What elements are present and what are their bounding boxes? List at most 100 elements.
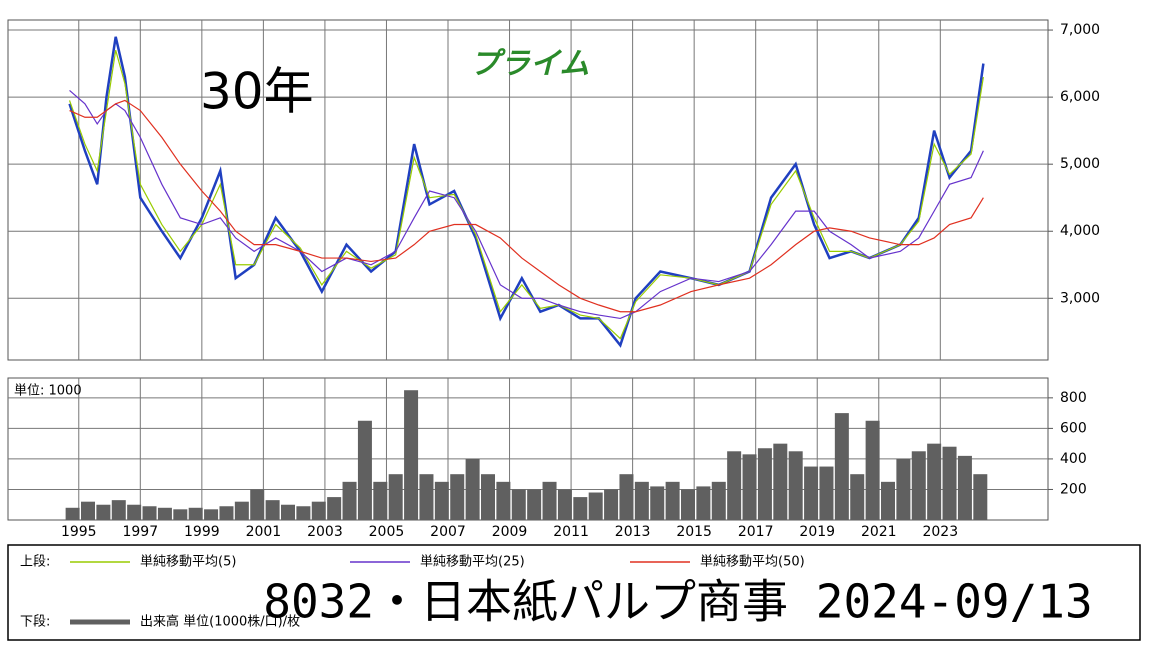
volume-bar [681, 489, 695, 520]
x-tick-label: 2003 [307, 524, 343, 540]
volume-bar [634, 481, 649, 520]
volume-bar [311, 501, 326, 520]
volume-bar [727, 451, 742, 520]
series-line [69, 89, 984, 320]
legend: 単純移動平均(5) 単純移動平均(25) 単純移動平均(50) 出来高 単位(1000… [70, 554, 805, 630]
volume-bar [404, 390, 419, 520]
volume-bar [465, 458, 480, 520]
period-label: 30年 [200, 63, 314, 121]
upper-legend-label: 上段: [20, 555, 50, 570]
footer-box [7, 544, 1141, 641]
marks [65, 36, 988, 520]
volume-bar [665, 481, 680, 520]
volume-bar [819, 466, 834, 520]
y-tick-label: 400 [1060, 451, 1087, 467]
volume-bar [911, 451, 926, 520]
volume-bar [373, 481, 388, 520]
y-tick-label: 800 [1060, 390, 1087, 406]
volume-bar [773, 443, 788, 520]
volume-bar [157, 507, 172, 520]
market-label: プライム [470, 47, 589, 82]
x-tick-label: 2019 [799, 524, 835, 540]
x-tick-label: 2007 [430, 524, 466, 540]
volume-bar [111, 500, 126, 520]
volume-bar [65, 507, 80, 520]
volume-bar [96, 504, 111, 520]
volume-bar [234, 501, 249, 520]
volume-bar [742, 454, 757, 520]
volume-bar [881, 481, 895, 520]
volume-bar [419, 474, 434, 520]
volume-bar [804, 466, 819, 520]
chart-title: 8032・日本紙パルプ商事 2024-09/13 [263, 575, 1092, 629]
volume-bar [173, 509, 188, 520]
volume-bar [204, 509, 219, 520]
volume-bar [973, 474, 988, 520]
volume-bar [188, 507, 203, 520]
volume-bar [434, 481, 449, 520]
x-tick-label: 2005 [369, 524, 405, 540]
volume-bar [896, 458, 911, 520]
volume-bar [496, 481, 511, 520]
x-tick-label: 2011 [553, 524, 589, 540]
x-tick-label: 2017 [738, 524, 774, 540]
legend-label: 単純移動平均(5) [140, 554, 236, 570]
volume-bar [604, 489, 619, 520]
x-tick-label: 1999 [184, 524, 220, 540]
volume-bar [327, 497, 342, 520]
volume-bar [219, 506, 234, 520]
volume-bar [281, 504, 295, 520]
volume-bar [450, 474, 465, 520]
volume-bar [481, 474, 495, 520]
series-line [69, 99, 984, 313]
x-tick-label: 2023 [922, 524, 958, 540]
volume-bar [127, 504, 142, 520]
volume-bar [388, 474, 403, 520]
volume-bar [942, 446, 957, 520]
volume-bar [788, 451, 803, 520]
volume-bar [573, 497, 588, 520]
volume-bar [557, 489, 572, 520]
x-tick-label: 2009 [492, 524, 528, 540]
legend-label: 出来高 単位(1000株/口)/枚 [140, 614, 300, 630]
x-tick-label: 1997 [122, 524, 158, 540]
volume-bar [357, 420, 372, 520]
x-tick-label: 2015 [676, 524, 712, 540]
volume-bar [650, 486, 665, 520]
series-line [68, 36, 985, 348]
volume-bar [696, 486, 711, 520]
volume-bar [511, 489, 526, 520]
x-tick-label: 1995 [61, 524, 97, 540]
volume-bar [296, 506, 311, 520]
x-tick-label: 2001 [246, 524, 282, 540]
y-tick-label: 200 [1060, 481, 1087, 497]
y-tick-label: 5,000 [1060, 156, 1100, 172]
volume-bar [711, 481, 726, 520]
volume-bar [342, 481, 357, 520]
x-tick-label: 2013 [615, 524, 651, 540]
volume-bar [619, 474, 634, 520]
lower-legend-label: 下段: [20, 615, 50, 630]
price-panel [7, 19, 1049, 361]
y-tick-label: 7,000 [1060, 22, 1100, 38]
volume-bar [834, 413, 849, 520]
legend-label: 単純移動平均(25) [420, 554, 525, 570]
x-tick-label: 2021 [861, 524, 897, 540]
volume-bar [527, 489, 542, 520]
volume-bar [957, 455, 972, 520]
volume-bar [142, 506, 157, 520]
series-line [68, 50, 984, 340]
volume-bar [250, 489, 265, 520]
volume-bar [757, 448, 772, 520]
volume-bar [927, 443, 942, 520]
y-tick-label: 600 [1060, 420, 1087, 436]
volume-bar [542, 481, 557, 520]
legend-label: 単純移動平均(50) [700, 554, 805, 570]
volume-bar [865, 420, 880, 520]
volume-bar [588, 492, 603, 520]
y-tick-label: 6,000 [1060, 89, 1100, 105]
volume-bar [81, 501, 95, 520]
y-tick-label: 4,000 [1060, 223, 1100, 239]
volume-bar [265, 500, 280, 520]
